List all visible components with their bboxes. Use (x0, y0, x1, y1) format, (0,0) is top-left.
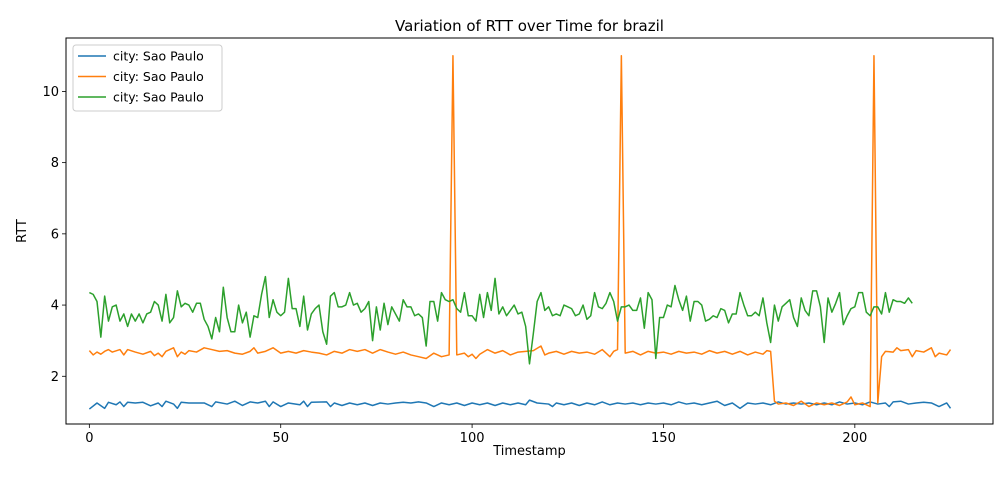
x-axis-label: Timestamp (492, 444, 566, 459)
legend-label: city: Sao Paulo (113, 49, 204, 64)
x-tick-label: 100 (460, 431, 485, 446)
series-line-1 (88, 399, 952, 410)
legend-label: city: Sao Paulo (113, 69, 204, 84)
legend: city: Sao Paulo city: Sao Paulo city: Sao … (72, 44, 223, 112)
x-tick-label: 150 (651, 431, 676, 446)
series-line-3 (89, 275, 913, 365)
chart-title: Variation of RTT over Time for brazil (395, 17, 664, 35)
legend-box (72, 44, 223, 112)
x-axis-ticks: 0 50 100 150 200 (85, 424, 867, 446)
x-tick-label: 0 (85, 431, 93, 446)
y-tick-label: 4 (51, 299, 59, 314)
plot-frame (65, 37, 994, 425)
y-tick-label: 8 (51, 156, 59, 171)
y-tick-label: 6 (51, 227, 59, 242)
series-layer (88, 55, 952, 410)
y-tick-label: 2 (51, 370, 59, 385)
x-tick-label: 200 (842, 431, 867, 446)
y-axis-label: RTT (15, 219, 30, 243)
y-axis-ticks: 2 4 6 8 10 (42, 85, 66, 385)
legend-label: city: Sao Paulo (113, 90, 204, 105)
y-tick-label: 10 (42, 85, 59, 100)
series-line-2 (88, 55, 952, 408)
x-tick-label: 50 (272, 431, 289, 446)
